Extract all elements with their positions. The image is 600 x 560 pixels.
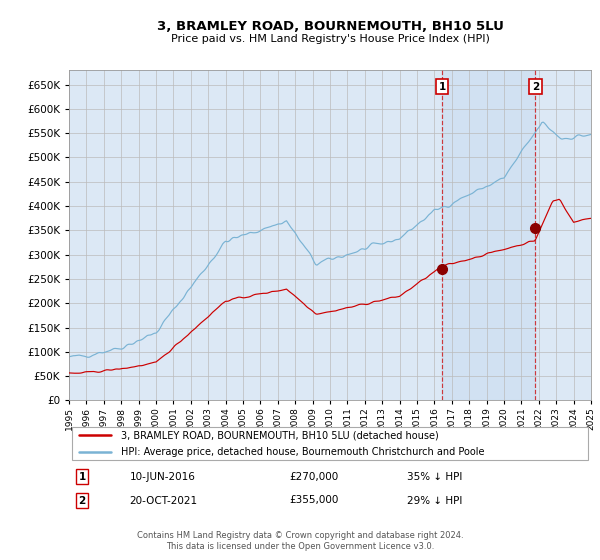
Text: Price paid vs. HM Land Registry's House Price Index (HPI): Price paid vs. HM Land Registry's House … bbox=[170, 34, 490, 44]
Text: HPI: Average price, detached house, Bournemouth Christchurch and Poole: HPI: Average price, detached house, Bour… bbox=[121, 447, 485, 457]
Bar bbox=[442, 70, 535, 400]
Text: 2: 2 bbox=[79, 496, 86, 506]
Text: 29% ↓ HPI: 29% ↓ HPI bbox=[407, 496, 462, 506]
Text: £270,000: £270,000 bbox=[290, 472, 339, 482]
FancyBboxPatch shape bbox=[71, 427, 589, 460]
Text: 1: 1 bbox=[439, 82, 446, 92]
Text: 10-JUN-2016: 10-JUN-2016 bbox=[130, 472, 196, 482]
Text: 35% ↓ HPI: 35% ↓ HPI bbox=[407, 472, 462, 482]
Text: 3, BRAMLEY ROAD, BOURNEMOUTH, BH10 5LU (detached house): 3, BRAMLEY ROAD, BOURNEMOUTH, BH10 5LU (… bbox=[121, 431, 439, 440]
Text: 20-OCT-2021: 20-OCT-2021 bbox=[129, 496, 197, 506]
Text: 3, BRAMLEY ROAD, BOURNEMOUTH, BH10 5LU: 3, BRAMLEY ROAD, BOURNEMOUTH, BH10 5LU bbox=[157, 20, 503, 32]
Text: £355,000: £355,000 bbox=[290, 496, 339, 506]
Text: 2: 2 bbox=[532, 82, 539, 92]
Text: 1: 1 bbox=[79, 472, 86, 482]
Text: This data is licensed under the Open Government Licence v3.0.: This data is licensed under the Open Gov… bbox=[166, 542, 434, 551]
Text: Contains HM Land Registry data © Crown copyright and database right 2024.: Contains HM Land Registry data © Crown c… bbox=[137, 531, 463, 540]
